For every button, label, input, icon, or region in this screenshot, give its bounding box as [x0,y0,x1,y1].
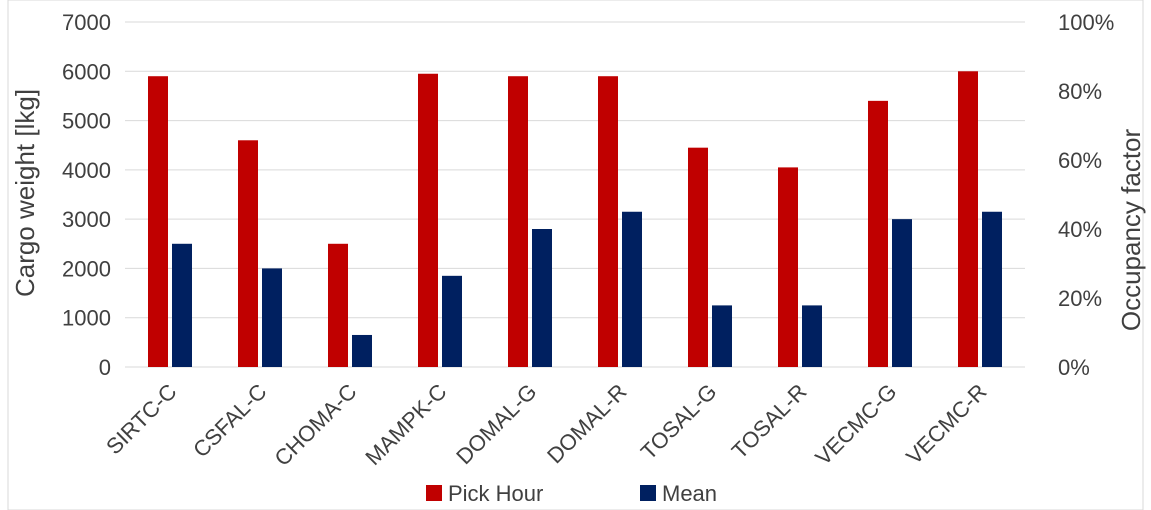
bar-pick-hour-vecmc-g [868,100,888,367]
y2-tick-label: 20% [1058,286,1102,311]
legend-label: Mean [662,481,717,506]
bar-mean-tosal-g [712,305,732,367]
y-tick-label: 5000 [62,109,111,134]
bar-pick-hour-domal-r [598,76,618,367]
chart-border [7,0,1144,510]
bar-mean-domal-r [622,211,642,367]
y-tick-label: 2000 [62,256,111,281]
y2-axis-title: Occupancy factor [1116,129,1146,332]
y-tick-label: 3000 [62,207,111,232]
y2-axis-ticks: 0% 20% 40% 60% 80% 100% [1058,10,1114,380]
legend-swatch [426,485,442,501]
y-axis-title: Cargo weight [lkg] [10,89,40,297]
y-tick-label: 1000 [62,306,111,331]
y2-tick-label: 0% [1058,355,1090,380]
bar-mean-choma-c [352,334,372,367]
legend-label: Pick Hour [448,481,543,506]
bar-mean-csfal-c [262,268,282,367]
y2-tick-label: 100% [1058,10,1114,35]
bar-pick-hour-csfal-c [238,140,258,367]
bar-mean-vecmc-g [892,219,912,367]
bar-mean-tosal-r [802,305,822,367]
bar-mean-sirtc-c [172,243,192,367]
legend: Pick Hour Mean [426,481,717,506]
y2-tick-label: 60% [1058,148,1102,173]
y2-tick-label: 80% [1058,79,1102,104]
y-axis-ticks: 0 1000 2000 3000 4000 5000 6000 7000 [62,10,111,380]
y-tick-label: 6000 [62,59,111,84]
y-tick-label: 4000 [62,158,111,183]
bar-mean-vecmc-r [982,211,1002,367]
bar-pick-hour-mampk-c [418,73,438,367]
bar-pick-hour-vecmc-r [958,71,978,368]
bar-mean-domal-g [532,229,552,367]
y-tick-label: 7000 [62,10,111,35]
bar-mean-mampk-c [442,275,462,367]
legend-swatch [640,485,656,501]
y2-tick-label: 40% [1058,217,1102,242]
bar-pick-hour-tosal-r [778,167,798,367]
bar-pick-hour-domal-g [508,76,528,367]
bar-pick-hour-choma-c [328,243,348,367]
bar-pick-hour-sirtc-c [148,76,168,367]
bar-pick-hour-tosal-g [688,147,708,367]
y-tick-label: 0 [99,355,111,380]
bars [148,71,1002,368]
